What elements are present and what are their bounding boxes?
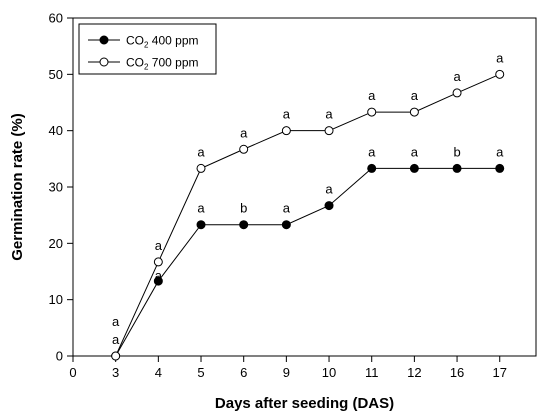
sig-label-series-2: a bbox=[411, 88, 419, 103]
x-tick-label: 12 bbox=[407, 365, 421, 380]
x-tick-label: 17 bbox=[492, 365, 506, 380]
x-tick-label: 5 bbox=[197, 365, 204, 380]
y-tick-label: 50 bbox=[49, 67, 63, 82]
sig-label-series-1: a bbox=[197, 201, 205, 216]
data-point-1 bbox=[452, 88, 462, 98]
data-point-0 bbox=[495, 163, 505, 173]
data-point-0 bbox=[452, 163, 462, 173]
series-line-1 bbox=[115, 73, 500, 357]
legend-marker bbox=[99, 57, 109, 67]
legend: CO2 400 ppm CO2 700 ppm bbox=[78, 23, 217, 75]
y-axis-title: Germination rate (%) bbox=[9, 113, 26, 261]
x-tick-label: 3 bbox=[112, 365, 119, 380]
sig-label-series-1: b bbox=[240, 201, 247, 216]
y-tick-label: 60 bbox=[49, 11, 63, 26]
x-tick-label: 10 bbox=[322, 365, 336, 380]
sig-label-series-1: a bbox=[368, 144, 376, 159]
data-point-0 bbox=[281, 220, 291, 230]
y-tick-label: 30 bbox=[49, 180, 63, 195]
sig-label-series-2: a bbox=[283, 107, 291, 122]
y-tick-label: 0 bbox=[56, 349, 63, 364]
data-point-1 bbox=[495, 69, 505, 79]
data-point-1 bbox=[153, 257, 163, 267]
sig-label-series-2: a bbox=[368, 88, 376, 103]
sig-label-series-2: a bbox=[197, 144, 205, 159]
data-point-1 bbox=[324, 126, 334, 136]
x-tick-label: 4 bbox=[155, 365, 162, 380]
data-point-1 bbox=[409, 107, 419, 117]
axes: 0 10 20 30 40 50 60 0 3 4 5 6 9 10 11 12 16 17 bbox=[49, 11, 537, 380]
y-tick-label: 40 bbox=[49, 123, 63, 138]
x-tick-label: 6 bbox=[240, 365, 247, 380]
legend-label: CO2 700 ppm bbox=[126, 56, 199, 72]
sig-label-series-2: a bbox=[155, 238, 163, 253]
x-tick-label: 16 bbox=[450, 365, 464, 380]
sig-label-series-2: a bbox=[496, 50, 504, 65]
data-point-0 bbox=[239, 220, 249, 230]
data-point-0 bbox=[367, 163, 377, 173]
data-point-1 bbox=[367, 107, 377, 117]
sig-label-series-1: a bbox=[411, 144, 419, 159]
y-tick-label: 10 bbox=[49, 292, 63, 307]
sig-label-series-1: a bbox=[155, 268, 163, 283]
data-point-0 bbox=[153, 276, 163, 286]
legend-label: CO2 400 ppm bbox=[126, 34, 199, 50]
data-point-0 bbox=[409, 163, 419, 173]
data-point-1 bbox=[239, 144, 249, 154]
data-point-1 bbox=[111, 351, 121, 361]
sig-label-CO2 700 ppm: a bbox=[112, 314, 120, 329]
y-tick-label: 20 bbox=[49, 236, 63, 251]
sig-label-series-1: a bbox=[325, 182, 333, 197]
x-tick-label: 11 bbox=[365, 365, 379, 380]
data-point-1 bbox=[281, 126, 291, 136]
legend-marker bbox=[99, 35, 109, 45]
x-tick-label: 9 bbox=[283, 365, 290, 380]
sig-label-series-2: a bbox=[453, 69, 461, 84]
sig-label-series-1: b bbox=[453, 144, 460, 159]
x-axis-title: Days after seeding (DAS) bbox=[215, 395, 394, 412]
data-point-0 bbox=[324, 201, 334, 211]
sig-label-CO2 400 ppm: a bbox=[112, 332, 120, 347]
sig-label-series-2: a bbox=[240, 125, 248, 140]
data-point-0 bbox=[196, 220, 206, 230]
series-layer bbox=[111, 69, 505, 361]
series-line-0 bbox=[115, 167, 500, 357]
sig-label-series-1: a bbox=[283, 201, 291, 216]
data-point-1 bbox=[196, 163, 206, 173]
sig-label-series-2: a bbox=[325, 107, 333, 122]
x-tick-label: 0 bbox=[69, 365, 76, 380]
sig-label-series-1: a bbox=[496, 144, 504, 159]
